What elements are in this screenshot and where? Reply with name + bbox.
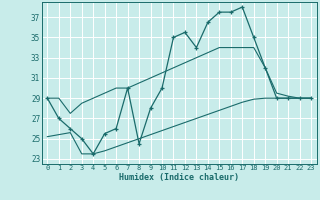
- X-axis label: Humidex (Indice chaleur): Humidex (Indice chaleur): [119, 173, 239, 182]
